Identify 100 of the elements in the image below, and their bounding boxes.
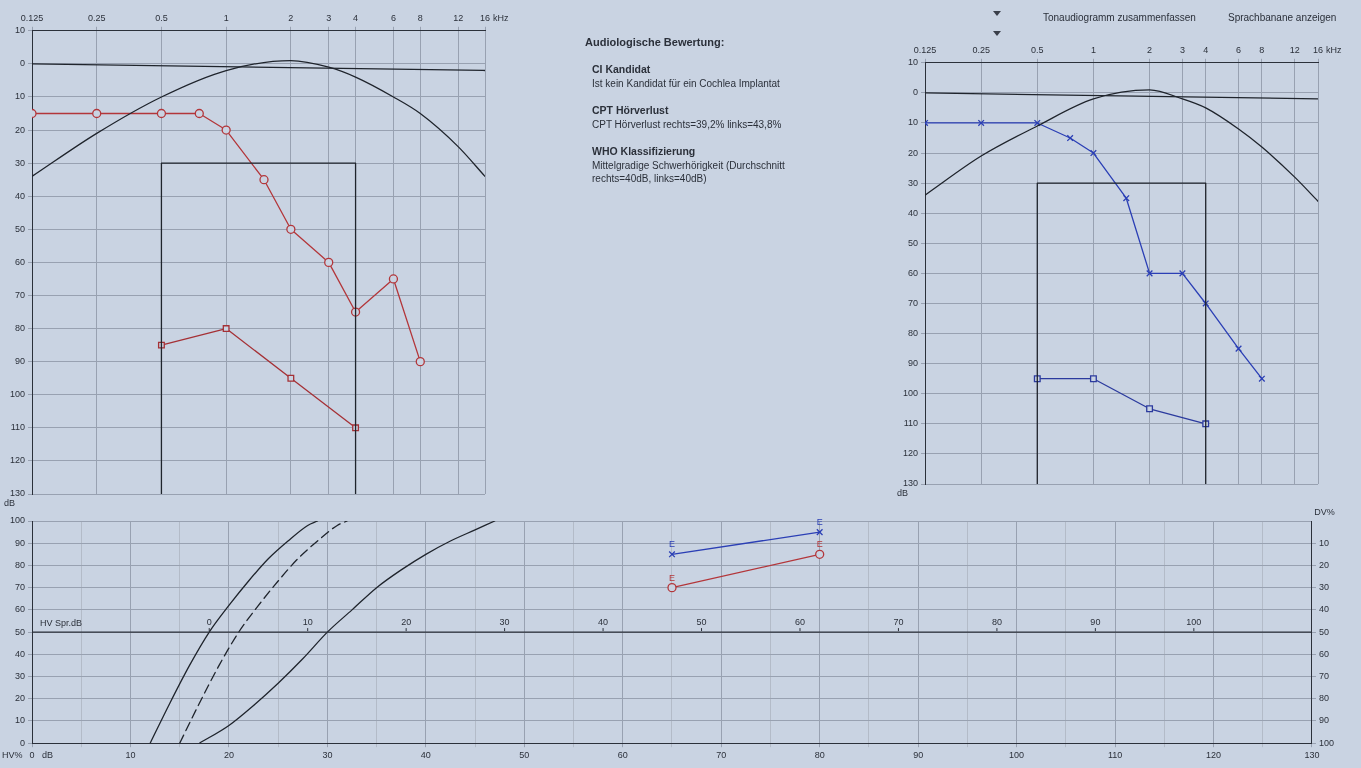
line-series bbox=[149, 521, 319, 744]
y-tick-label: 50 bbox=[14, 223, 25, 234]
x-tick-label: 0.125 bbox=[913, 44, 937, 55]
y-tick-label: 70 bbox=[907, 297, 918, 308]
y-tick-label: 40 bbox=[14, 648, 25, 659]
y-tick-label: 110 bbox=[10, 422, 25, 433]
x2-tick-label: 70 bbox=[893, 617, 904, 628]
y2-tick-label: 70 bbox=[1318, 671, 1329, 682]
text: Audiologische Bewertung: bbox=[585, 36, 726, 48]
y2-tick-label: 30 bbox=[1318, 582, 1329, 593]
y-tick-label: 30 bbox=[907, 177, 918, 188]
y-tick-label: 100 bbox=[902, 388, 918, 399]
x2-tick-label: 80 bbox=[991, 617, 1002, 628]
y-tick-label: 60 bbox=[14, 604, 25, 615]
x-tick-label: 40 bbox=[420, 750, 431, 761]
y-tick-label: 70 bbox=[14, 582, 25, 593]
x2-tick-label: 60 bbox=[794, 617, 805, 628]
point bbox=[815, 549, 825, 559]
x2-tick-label: 20 bbox=[401, 617, 412, 628]
x-tick-label: 50 bbox=[519, 750, 530, 761]
x-axis-title: kHz bbox=[1326, 44, 1342, 55]
y-tick-label: 20 bbox=[907, 147, 918, 158]
y-tick-label: 40 bbox=[14, 190, 25, 201]
y2-tick-label: 20 bbox=[1318, 559, 1329, 570]
x-tick-label: 10 bbox=[125, 750, 136, 761]
y-tick-label: 50 bbox=[14, 626, 25, 637]
y-tick-label: 90 bbox=[907, 358, 918, 369]
y-tick-label: 130 bbox=[902, 478, 918, 489]
y-tick-label: 100 bbox=[9, 389, 25, 400]
x2-tick-label: 90 bbox=[1090, 617, 1101, 628]
x-tick-label: 8 bbox=[1259, 44, 1265, 55]
x-tick-label: 8 bbox=[417, 12, 423, 23]
x-tick-label: 3 bbox=[1179, 44, 1185, 55]
x-tick-label: 0.5 bbox=[1031, 44, 1044, 55]
x-tick-label: 2 bbox=[1147, 44, 1153, 55]
x-tick-label: 110 bbox=[1107, 750, 1123, 761]
y-tick-label: 130 bbox=[9, 488, 25, 499]
x-tick-label: 12 bbox=[453, 12, 464, 23]
y-tick-label: 40 bbox=[907, 207, 918, 218]
y-axis-title: dB bbox=[4, 497, 16, 508]
x2-tick-label: 50 bbox=[696, 617, 707, 628]
x-tick-label: 80 bbox=[814, 750, 825, 761]
x-tick-label: 12 bbox=[1289, 44, 1300, 55]
data-label: E bbox=[816, 539, 823, 550]
x2-tick-label: 100 bbox=[1186, 617, 1202, 628]
x2-axis-title: HV Spr.dB bbox=[40, 618, 83, 629]
text: Tonaudiogramm zusammenfassen bbox=[1043, 12, 1196, 23]
x-tick-label: 120 bbox=[1206, 750, 1222, 761]
y-tick-label: 70 bbox=[14, 289, 25, 300]
y-axis-title: dB bbox=[897, 487, 909, 498]
y-tick-label: 0 bbox=[19, 737, 25, 748]
x-tick-label: 2 bbox=[288, 12, 294, 23]
y2-tick-label: 60 bbox=[1318, 648, 1329, 659]
x-tick-label: 30 bbox=[322, 750, 333, 761]
x-axis-title: dB bbox=[42, 750, 54, 761]
point bbox=[667, 583, 677, 593]
y-tick-label: 120 bbox=[902, 448, 918, 459]
y-tick-label: 80 bbox=[14, 559, 25, 570]
x2-tick-label: 0 bbox=[206, 617, 212, 628]
point bbox=[816, 528, 824, 536]
x-tick-label: 70 bbox=[716, 750, 727, 761]
point bbox=[668, 550, 676, 558]
x-tick-label: 0.25 bbox=[87, 12, 106, 23]
y-tick-label: 10 bbox=[14, 91, 25, 102]
y-tick-label: 0 bbox=[19, 58, 25, 69]
data-label: E bbox=[668, 572, 675, 583]
y2-tick-label: 50 bbox=[1318, 626, 1329, 637]
data-label: E bbox=[816, 517, 823, 528]
x-tick-label: 0.5 bbox=[155, 12, 168, 23]
y-tick-label: 20 bbox=[14, 124, 25, 135]
y-tick-label: 90 bbox=[14, 356, 25, 367]
x-tick-label: 60 bbox=[617, 750, 628, 761]
x-tick-label: 6 bbox=[1236, 44, 1242, 55]
x-tick-label: 1 bbox=[1090, 44, 1096, 55]
y-tick-label: 100 bbox=[9, 515, 25, 526]
y2-tick-label: 100 bbox=[1318, 737, 1335, 748]
y-tick-label: 80 bbox=[14, 323, 25, 334]
x-tick-label: 100 bbox=[1009, 750, 1025, 761]
text: Sprachbanane anzeigen bbox=[1228, 12, 1337, 23]
line-series bbox=[179, 521, 348, 744]
text: Mittelgradige Schwerhörigkeit (Durchschnitt rechts=40dB, links=40dB) bbox=[592, 159, 786, 185]
y-tick-label: 10 bbox=[907, 57, 918, 68]
y-tick-label: 10 bbox=[14, 25, 25, 36]
x2-tick-label: 10 bbox=[302, 617, 313, 628]
text: CI Kandidat bbox=[592, 63, 652, 76]
x2-tick-label: 40 bbox=[598, 617, 609, 628]
x-tick-label: 1 bbox=[223, 12, 229, 23]
y-tick-label: 110 bbox=[903, 418, 918, 429]
x-tick-label: 0.125 bbox=[20, 12, 44, 23]
x-tick-label: 16 bbox=[479, 12, 491, 23]
y-tick-label: 30 bbox=[14, 671, 25, 682]
y-tick-label: 60 bbox=[907, 267, 918, 278]
text: CPT Hörverlust rechts=39,2% links=43,8% bbox=[592, 118, 783, 131]
line-series bbox=[198, 521, 496, 744]
x-axis-title: kHz bbox=[493, 12, 509, 23]
y-tick-label: 50 bbox=[907, 237, 918, 248]
x-tick-label: 0 bbox=[29, 750, 35, 761]
y-tick-label: 10 bbox=[14, 715, 25, 726]
y-tick-label: 60 bbox=[14, 256, 25, 267]
y-tick-label: 10 bbox=[907, 117, 918, 128]
